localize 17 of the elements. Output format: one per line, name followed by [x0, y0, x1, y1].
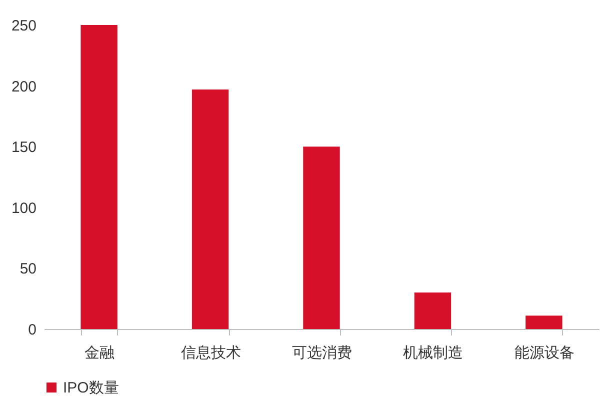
x-tick-label: 可选消费 [292, 344, 352, 362]
y-tick-label: 100 [11, 200, 36, 217]
x-tick-label: 信息技术 [180, 344, 241, 362]
y-tick-label: 50 [20, 260, 36, 278]
bar [414, 292, 452, 329]
y-tick-label: 0 [28, 322, 36, 338]
legend-label: IPO数量 [63, 380, 119, 396]
bar [526, 316, 562, 329]
bar [303, 146, 340, 329]
y-tick-label: 250 [11, 18, 36, 34]
x-tick-label: 机械制造 [403, 344, 464, 362]
y-tick-label: 200 [11, 78, 36, 96]
bar [80, 25, 118, 329]
x-tick-label: 能源设备 [514, 344, 574, 362]
y-tick-label: 150 [11, 139, 36, 156]
bar [192, 89, 229, 329]
x-tick-label: 金融 [84, 344, 115, 362]
